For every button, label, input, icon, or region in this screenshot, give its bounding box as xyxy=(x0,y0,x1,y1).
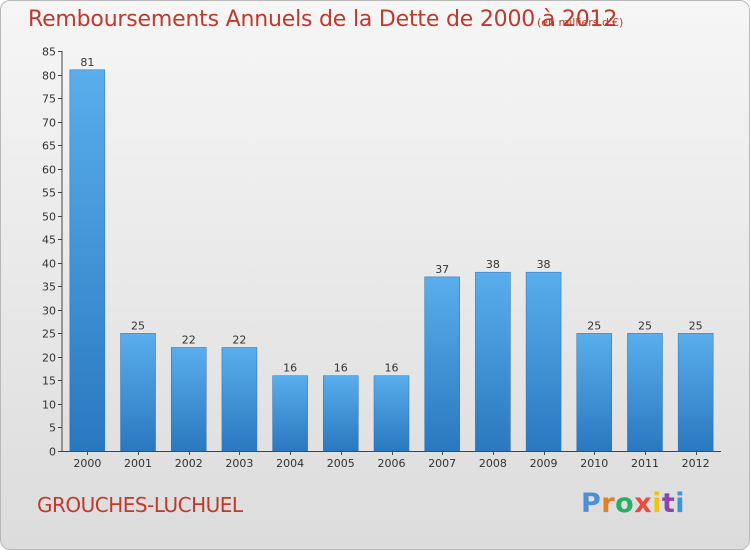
x-tick-label: 2002 xyxy=(175,457,203,470)
y-tick-label: 35 xyxy=(42,281,56,294)
y-tick-label: 85 xyxy=(42,46,56,59)
bar-2005[interactable] xyxy=(323,375,359,452)
bar-2007[interactable] xyxy=(424,276,460,452)
logo-letter: i xyxy=(652,488,662,519)
y-axis: 0 5 10 15 20 25 30 35 40 45 50 55 60 65 70 75 80 85 xyxy=(42,46,63,459)
x-tick-label: 2009 xyxy=(530,457,558,470)
value-label-2011: 25 xyxy=(638,319,652,332)
logo-letter: i xyxy=(675,488,686,519)
logo-letter: t xyxy=(661,488,676,519)
value-label-2010: 25 xyxy=(587,319,601,332)
x-tick-label: 2003 xyxy=(225,457,253,470)
x-tick-label: 2007 xyxy=(428,457,456,470)
value-label-2000: 81 xyxy=(80,56,94,69)
bar-2010[interactable] xyxy=(576,333,613,452)
bar-2006[interactable] xyxy=(373,375,410,452)
bar-2012[interactable] xyxy=(677,333,714,452)
value-label-2008: 38 xyxy=(486,258,500,271)
x-tick-label: 2005 xyxy=(327,457,355,470)
bar-2004[interactable] xyxy=(272,375,308,452)
value-label-2003: 22 xyxy=(232,333,246,346)
y-tick-label: 65 xyxy=(42,140,56,153)
bar-2001[interactable] xyxy=(120,333,156,452)
x-tick-label: 2010 xyxy=(580,457,608,470)
value-label-2005: 16 xyxy=(334,362,348,375)
x-tick-label: 2004 xyxy=(276,457,304,470)
logo-letter: o xyxy=(615,488,635,519)
bar-2002[interactable] xyxy=(170,347,207,452)
bars-group xyxy=(69,69,714,452)
commune-name: GROUCHES-LUCHUEL xyxy=(37,493,243,517)
y-tick-label: 0 xyxy=(49,446,56,459)
x-axis: 2000 2001 2002 2003 2004 2005 2006 2007 2008 2009… xyxy=(62,451,721,470)
y-tick-label: 50 xyxy=(42,211,56,224)
value-labels-group: 81 25 22 22 16 16 16 37 38 38 25 25 25 xyxy=(80,56,702,375)
y-tick-label: 15 xyxy=(42,375,56,388)
value-label-2007: 37 xyxy=(435,263,449,276)
x-tick-label: 2001 xyxy=(124,457,152,470)
value-label-2009: 38 xyxy=(537,258,551,271)
y-tick-label: 20 xyxy=(42,352,56,365)
y-tick-label: 60 xyxy=(42,164,56,177)
proxiti-logo[interactable]: Proxiti xyxy=(581,488,685,519)
x-tick-label: 2011 xyxy=(631,457,659,470)
value-label-2012: 25 xyxy=(689,319,703,332)
value-label-2004: 16 xyxy=(283,362,297,375)
chart-subtitle: (en milliers d'€) xyxy=(537,16,624,29)
x-tick-label: 2006 xyxy=(378,457,406,470)
x-tick-label: 2000 xyxy=(73,457,101,470)
x-tick-label: 2012 xyxy=(682,457,710,470)
bar-2003[interactable] xyxy=(221,347,258,452)
y-tick-label: 55 xyxy=(42,187,56,200)
y-tick-label: 45 xyxy=(42,234,56,247)
x-tick-label: 2008 xyxy=(479,457,507,470)
value-label-2002: 22 xyxy=(182,333,196,346)
y-tick-label: 25 xyxy=(42,328,56,341)
bar-2008[interactable] xyxy=(475,271,511,452)
chart-title: Remboursements Annuels de la Dette de 20… xyxy=(28,7,618,32)
y-tick-label: 75 xyxy=(42,93,56,106)
value-label-2001: 25 xyxy=(131,319,145,332)
bar-2011[interactable] xyxy=(627,333,663,452)
logo-letter: r xyxy=(601,488,616,519)
y-tick-label: 70 xyxy=(42,117,56,130)
logo-letter: x xyxy=(634,488,653,519)
bar-2000[interactable] xyxy=(69,69,106,452)
y-tick-label: 40 xyxy=(42,258,56,271)
logo-letter: P xyxy=(581,488,602,519)
bar-2009[interactable] xyxy=(525,271,562,452)
y-tick-label: 80 xyxy=(42,70,56,83)
y-tick-label: 30 xyxy=(42,305,56,318)
y-tick-label: 10 xyxy=(42,399,56,412)
y-tick-label: 5 xyxy=(49,422,56,435)
value-label-2006: 16 xyxy=(385,362,399,375)
